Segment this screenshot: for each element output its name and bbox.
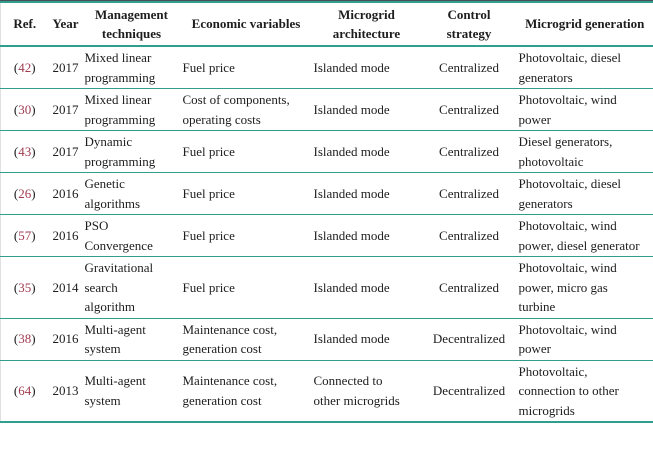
- table-row: (35) 2014 Gravitational search algorithm…: [0, 256, 653, 319]
- microgrid-generation-cell: Photovoltaic, connection to other microg…: [518, 363, 619, 418]
- paren-open: (: [13, 185, 19, 201]
- microgrid-generation-cell: Diesel generators, photovoltaic: [516, 130, 653, 173]
- control-strategy-cell: Centralized: [421, 214, 517, 257]
- table-row: (30) 2017 Mixed linear programming Cost …: [0, 88, 653, 131]
- reference-link[interactable]: 26: [18, 185, 32, 201]
- paren-close: ): [31, 101, 36, 117]
- management-technique-cell: Dynamic programming: [82, 130, 181, 173]
- year-cell: 2013: [52, 383, 79, 398]
- paren-open: (: [13, 383, 19, 398]
- reference-link[interactable]: 30: [18, 101, 32, 117]
- column-header-management-techniques: Management techniques: [82, 2, 181, 47]
- year-cell: 2016: [48, 214, 83, 257]
- ref-cell: (43): [0, 130, 49, 173]
- economic-variables-cell: Maintenance cost, generation cost: [180, 318, 312, 361]
- ref-cell: (38): [0, 318, 49, 361]
- reference-link[interactable]: 42: [18, 59, 32, 75]
- column-header-microgrid-architecture: Microgrid architecture: [311, 2, 422, 47]
- year-cell: 2017: [48, 46, 83, 89]
- management-technique-cell: Mixed linear programming: [82, 88, 181, 131]
- control-strategy-cell: Decentralized: [432, 383, 506, 398]
- ref-cell: (26): [0, 172, 49, 215]
- microgrid-generation-cell: Photovoltaic, wind power: [516, 88, 653, 131]
- reference-link[interactable]: 64: [18, 383, 32, 398]
- economic-variables-cell: Maintenance cost, generation cost: [182, 373, 278, 408]
- microgrid-review-table: Ref. Year Management techniques Economic…: [0, 1, 653, 423]
- reference-link[interactable]: 43: [18, 143, 32, 159]
- microgrid-generation-cell: Photovoltaic, wind power, micro gas turb…: [516, 256, 653, 319]
- microgrid-architecture-cell: Islanded mode: [311, 318, 422, 361]
- paren-close: ): [31, 227, 36, 243]
- microgrid-architecture-cell: Islanded mode: [311, 88, 422, 131]
- management-technique-cell: Mixed linear programming: [82, 46, 181, 89]
- reference-link[interactable]: 57: [18, 227, 32, 243]
- control-strategy-cell: Decentralized: [421, 318, 517, 361]
- table-row: (43) 2017 Dynamic programming Fuel price…: [0, 130, 653, 173]
- management-technique-cell: Gravitational search algorithm: [82, 256, 181, 319]
- control-strategy-cell: Centralized: [421, 88, 517, 131]
- table-row: (42) 2017 Mixed linear programming Fuel …: [0, 46, 653, 89]
- column-header-year: Year: [48, 2, 83, 47]
- year-cell: 2014: [48, 256, 83, 319]
- paren-open: (: [13, 279, 19, 295]
- table-row: (38) 2016 Multi-agent system Maintenance…: [0, 318, 653, 361]
- year-cell: 2016: [48, 318, 83, 361]
- table-header-row: Ref. Year Management techniques Economic…: [0, 2, 653, 47]
- column-header-control-strategy: Control strategy: [421, 2, 517, 47]
- control-strategy-cell: Centralized: [421, 130, 517, 173]
- control-strategy-cell: Centralized: [421, 46, 517, 89]
- column-header-ref: Ref.: [0, 2, 49, 47]
- paren-open: (: [13, 101, 19, 117]
- column-header-economic-variables: Economic variables: [180, 2, 312, 47]
- microgrid-architecture-cell: Connected to other microgrids: [313, 373, 400, 408]
- microgrid-architecture-cell: Islanded mode: [311, 214, 422, 257]
- microgrid-generation-cell: Photovoltaic, diesel generators: [516, 46, 653, 89]
- table-row: (26) 2016 Genetic algorithms Fuel price …: [0, 172, 653, 215]
- control-strategy-cell: Centralized: [421, 172, 517, 215]
- reference-link[interactable]: 38: [18, 331, 32, 347]
- economic-variables-cell: Fuel price: [180, 256, 312, 319]
- paren-close: ): [31, 59, 36, 75]
- paren-close: ): [31, 331, 36, 347]
- microgrid-generation-cell: Photovoltaic, wind power, diesel generat…: [516, 214, 653, 257]
- economic-variables-cell: Fuel price: [180, 214, 312, 257]
- ref-cell: (42): [0, 46, 49, 89]
- paren-close: ): [31, 279, 36, 295]
- microgrid-generation-cell: Photovoltaic, wind power: [516, 318, 653, 361]
- microgrid-architecture-cell: Islanded mode: [311, 256, 422, 319]
- ref-cell: (30): [0, 88, 49, 131]
- paren-open: (: [13, 227, 19, 243]
- ref-cell: (64): [1, 360, 49, 422]
- microgrid-architecture-cell: Islanded mode: [311, 172, 422, 215]
- ref-cell: (35): [0, 256, 49, 319]
- paren-open: (: [13, 331, 19, 347]
- paren-open: (: [13, 59, 19, 75]
- year-cell: 2017: [48, 130, 83, 173]
- table-row: (64) 2013 Multi-agent system Maintenance…: [1, 360, 653, 422]
- economic-variables-cell: Fuel price: [180, 172, 312, 215]
- paren-close: ): [31, 143, 36, 159]
- column-header-microgrid-generation: Microgrid generation: [516, 2, 653, 47]
- year-cell: 2016: [48, 172, 83, 215]
- microgrid-architecture-cell: Islanded mode: [311, 130, 422, 173]
- economic-variables-cell: Fuel price: [180, 130, 312, 173]
- paren-close: ): [31, 383, 36, 398]
- year-cell: 2017: [48, 88, 83, 131]
- control-strategy-cell: Centralized: [421, 256, 517, 319]
- table-row: (57) 2016 PSO Convergence Fuel price Isl…: [0, 214, 653, 257]
- paren-close: ): [31, 185, 36, 201]
- reference-link[interactable]: 35: [18, 279, 32, 295]
- management-technique-cell: Genetic algorithms: [82, 172, 181, 215]
- management-technique-cell: Multi-agent system: [84, 373, 146, 408]
- microgrid-generation-cell: Photovoltaic, diesel generators: [516, 172, 653, 215]
- table-body: (42) 2017 Mixed linear programming Fuel …: [0, 46, 653, 422]
- paper-table-container: Ref. Year Management techniques Economic…: [0, 0, 653, 423]
- economic-variables-cell: Cost of components, operating costs: [180, 88, 312, 131]
- paren-open: (: [13, 143, 19, 159]
- microgrid-architecture-cell: Islanded mode: [311, 46, 422, 89]
- management-technique-cell: PSO Convergence: [82, 214, 181, 257]
- ref-cell: (57): [0, 214, 49, 257]
- management-technique-cell: Multi-agent system: [82, 318, 181, 361]
- economic-variables-cell: Fuel price: [180, 46, 312, 89]
